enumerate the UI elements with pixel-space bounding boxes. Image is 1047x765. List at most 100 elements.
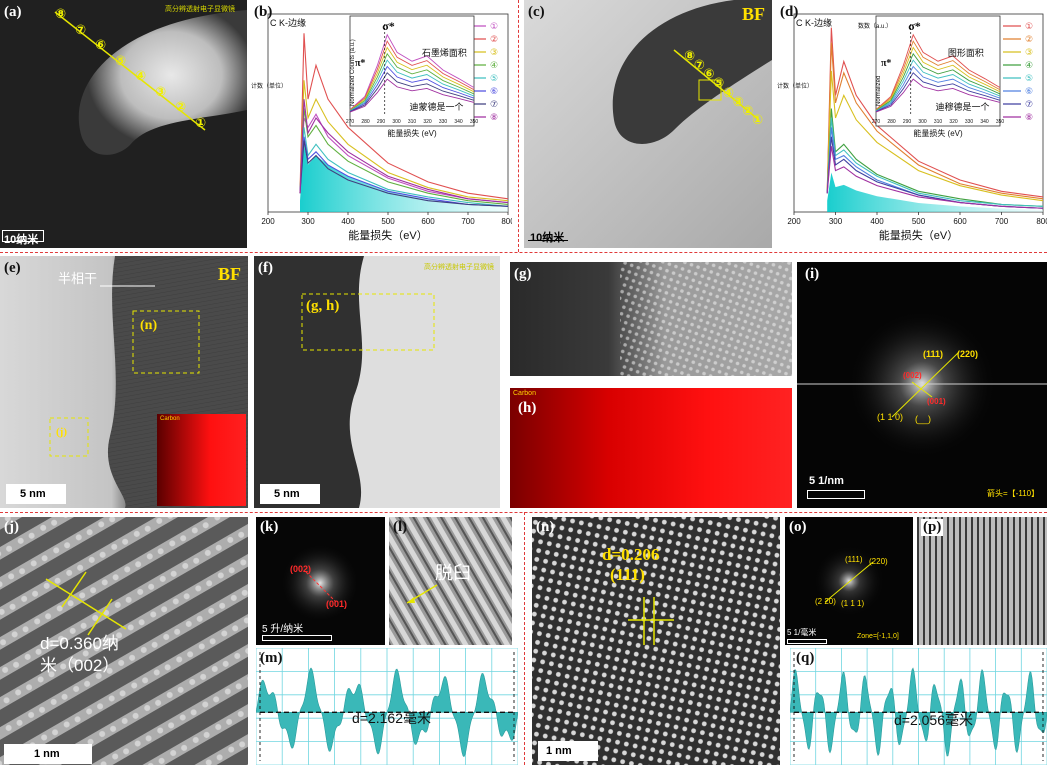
panel-g: (g) <box>510 262 792 376</box>
eels-fill-area <box>300 144 508 212</box>
panel-i: (i) (111) (220) (002) (001) (1 1 0) (__)… <box>797 262 1047 508</box>
panel-j-label: (j) <box>4 519 19 535</box>
eels-x-tick-label: 500 <box>381 217 395 226</box>
panel-i-label: (i) <box>805 266 820 282</box>
panel-e-box-j: (j) <box>56 426 67 438</box>
panel-c-scale-text: 10纳米 <box>530 232 565 244</box>
panel-f-note: 高分辨透射电子显微镜 <box>424 264 494 271</box>
panel-p-image <box>917 517 1047 645</box>
eels-series-line <box>826 108 1044 207</box>
panel-f-image <box>254 256 500 508</box>
legend-entry: ④ <box>1025 60 1033 70</box>
panel-f-scalebar <box>260 484 320 504</box>
eels-inset <box>349 15 475 127</box>
marker-point: ⑦ <box>693 57 705 73</box>
panel-m-d: d=2.162毫米 <box>352 710 431 726</box>
panel-o-scalebar <box>787 639 827 644</box>
eels-series-line <box>299 80 509 202</box>
panel-i-spot-blank: (__) <box>915 414 932 424</box>
panel-q-profile <box>790 648 1047 765</box>
eels-x-tick-label: 400 <box>870 217 884 226</box>
inset-x-tick-label: 270 <box>872 119 881 125</box>
eels-x-tick-label: 200 <box>261 217 275 226</box>
panel-n-hkl: (111) <box>610 565 645 584</box>
eels-inset <box>875 15 1001 127</box>
panel-q-label: (q) <box>796 650 815 666</box>
legend-entry: ⑥ <box>1025 86 1033 96</box>
inset-x-axis-label: 能量损失 (eV) <box>913 128 963 138</box>
inset-x-tick-label: 340 <box>454 119 463 125</box>
panel-e-box-n: (n) <box>140 318 158 333</box>
inset-pi-label: π* <box>355 58 365 69</box>
panel-p: (p) <box>917 517 1047 645</box>
panel-n-scale-text: 1 nm <box>546 745 572 757</box>
panel-n-d: d=0.206 <box>602 545 660 564</box>
marker-point: ① <box>195 115 207 130</box>
panel-o-spot-220: (220) <box>869 557 888 566</box>
inset-x-tick-label: 280 <box>887 119 896 125</box>
panel-j-d: d=0.360纳 <box>40 634 119 653</box>
eels-x-tick-label: 300 <box>301 217 315 226</box>
eels-x-tick-label: 400 <box>341 217 355 226</box>
divider-row3-v <box>524 512 525 765</box>
panel-a-scalebar <box>2 230 44 242</box>
inset-x-tick-label: 330 <box>965 119 974 125</box>
inset-y-label: Normalized <box>876 76 882 106</box>
legend-entry: ⑧ <box>490 112 498 122</box>
panel-i-scalebar <box>807 490 865 499</box>
panel-f-box-label: (g, h) <box>306 298 340 314</box>
inset-annotation-2: 迪穆德是一个 <box>936 101 990 112</box>
divider-row1-v <box>518 0 519 252</box>
panel-j-scalebar <box>4 744 92 764</box>
panel-j-image <box>0 517 248 765</box>
legend-entry: ⑦ <box>490 99 498 109</box>
panel-f-scale-text: 5 nm <box>274 488 300 500</box>
eels-x-tick-label: 200 <box>787 217 801 226</box>
eels-x-tick-label: 700 <box>461 217 475 226</box>
inset-annotation-1: 图形面积 <box>948 47 984 58</box>
legend-entry: ② <box>1025 34 1033 44</box>
eels-edge-label: C K-边缘 <box>270 17 306 28</box>
panel-o-spot-1-1-1: (1 1 1) <box>841 599 865 608</box>
panel-n-image <box>532 517 780 765</box>
eels-series-line <box>826 117 1044 207</box>
panel-k-spot-002: (002) <box>290 564 312 574</box>
inset-x-tick-label: 280 <box>361 119 370 125</box>
panel-i-spot-001: (001) <box>927 397 946 406</box>
eels-series-line <box>299 127 509 207</box>
panel-g-image <box>510 262 792 376</box>
panel-l-label: (l) <box>393 519 408 535</box>
legend-entry: ③ <box>1025 47 1033 57</box>
eels-x-axis-label: 能量损失（eV） <box>879 228 958 242</box>
panel-o-scale-text: 5 1/毫米 <box>787 628 817 637</box>
eels-x-tick-label: 300 <box>829 217 843 226</box>
divider-row2 <box>0 512 1047 513</box>
inset-sigma-label: σ* <box>382 19 395 33</box>
panel-n-scalebar <box>538 741 598 761</box>
panel-c-bf-tag: BF <box>742 4 766 24</box>
eels-y-axis-label: 计数（单位） <box>251 82 287 90</box>
panel-i-spot-110: (1 1 0) <box>877 412 904 422</box>
legend-entry: ② <box>490 34 498 44</box>
inset-y-label-2: 数数（a.u.） <box>858 22 892 30</box>
legend-entry: ⑦ <box>1025 99 1033 109</box>
eels-x-tick-label: 500 <box>912 217 926 226</box>
panel-n-label: (n) <box>536 519 555 535</box>
panel-j-d2: 米（002） <box>40 656 120 675</box>
panel-a-scale-text: 10纳米 <box>4 234 39 246</box>
inset-pi-label: π* <box>881 58 891 69</box>
inset-x-tick-label: 320 <box>949 119 958 125</box>
panel-f-label: (f) <box>258 260 273 276</box>
inset-x-tick-label: 310 <box>934 119 943 125</box>
inset-sigma-label: σ* <box>908 19 921 33</box>
marker-point: ② <box>175 99 187 115</box>
eels-fill-area <box>827 172 1043 212</box>
inset-x-tick-label: 320 <box>423 119 432 125</box>
marker-point: ④ <box>135 68 147 84</box>
legend-entry: ⑧ <box>1025 112 1033 122</box>
panel-n: (n) d=0.206 (111) 1 nm <box>532 517 780 765</box>
panel-c-label: (c) <box>528 4 545 20</box>
marker-point: ⑧ <box>55 6 67 21</box>
